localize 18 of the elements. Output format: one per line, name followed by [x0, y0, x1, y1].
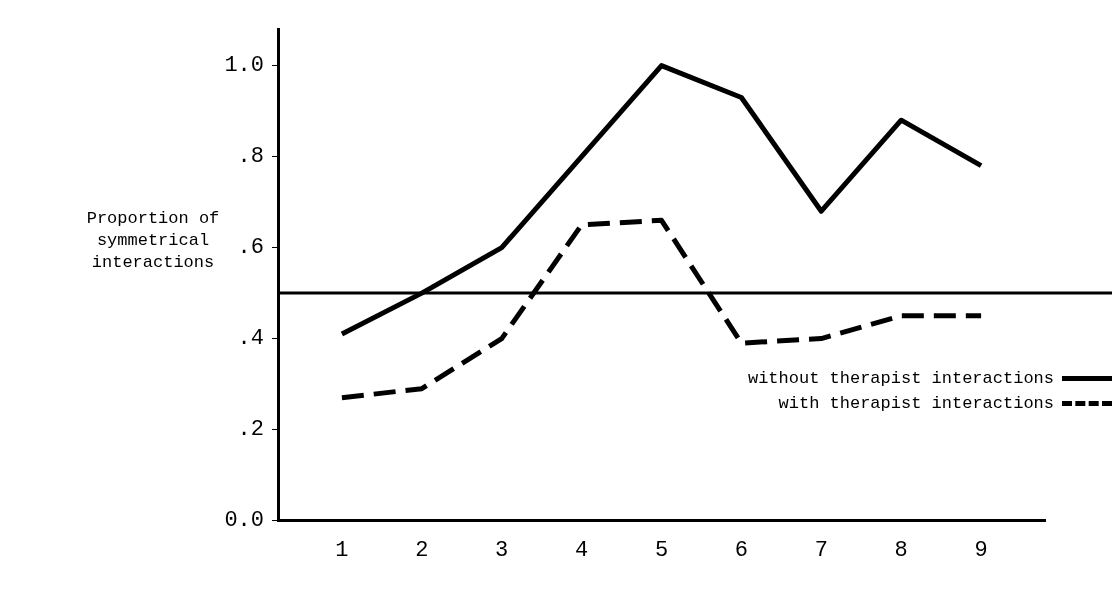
- y-tick-label: .4: [237, 326, 264, 352]
- y-tick-label: .8: [237, 144, 264, 170]
- y-axis-title: Proportion of symmetrical interactions: [85, 208, 221, 274]
- y-tick-label: .6: [237, 235, 264, 261]
- x-tick-label: 3: [495, 537, 509, 563]
- x-tick-label: 5: [654, 537, 669, 563]
- legend-label: without therapist interactions: [746, 368, 1055, 389]
- x-tick-label: 2: [415, 537, 429, 563]
- x-tick-label: 1: [335, 537, 349, 563]
- x-tick-label: 9: [974, 537, 988, 563]
- x-tick-label: 6: [734, 537, 748, 563]
- x-tick-label: 7: [814, 537, 828, 563]
- x-tick-label: 8: [894, 537, 908, 563]
- y-tick-label: 0.0: [224, 508, 264, 534]
- y-tick-label: .2: [237, 417, 264, 443]
- legend-label: with therapist interactions: [777, 393, 1055, 414]
- x-tick-label: 4: [575, 537, 589, 563]
- y-tick-label: 1.0: [224, 53, 264, 79]
